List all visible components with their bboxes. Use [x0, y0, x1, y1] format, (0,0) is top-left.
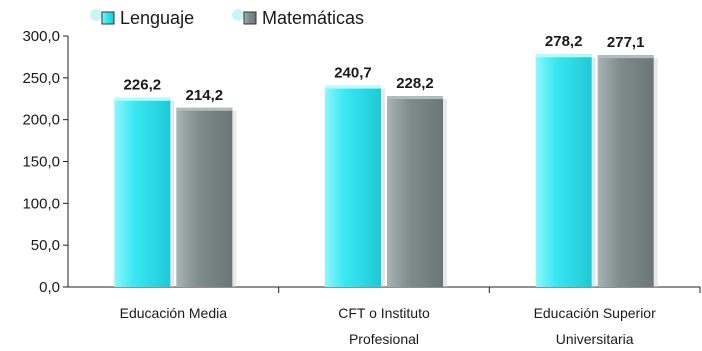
y-tick-label: 150,0	[22, 154, 60, 171]
bar-cap	[325, 85, 381, 89]
x-category-label: Educación Superior	[534, 305, 657, 321]
y-tick-label: 100,0	[22, 195, 60, 212]
data-label: 278,2	[545, 33, 583, 50]
legend-swatch	[243, 11, 257, 25]
bar-matematicas-2	[387, 96, 443, 288]
legend-item-lenguaje: Lenguaje	[90, 8, 194, 28]
bar-lenguaje-3	[535, 54, 592, 287]
x-category-label: Profesional	[349, 331, 419, 347]
bar-cap	[535, 54, 592, 58]
legend-swatch	[101, 11, 115, 25]
data-label: 277,1	[607, 34, 645, 51]
y-tick-label: 300,0	[22, 28, 60, 45]
bar-cap	[176, 107, 233, 111]
legend-glow	[232, 9, 244, 21]
bar-lenguaje-1	[114, 97, 171, 287]
y-tick-label: 0,0	[39, 279, 60, 296]
x-category-label: CFT o Instituto	[338, 305, 430, 321]
y-tick-label: 200,0	[22, 112, 60, 129]
y-tick-label: 50,0	[31, 237, 60, 254]
bar-cap	[387, 96, 443, 100]
x-category-label: Universitaria	[556, 331, 634, 347]
legend-label: Lenguaje	[120, 8, 194, 28]
data-label: 228,2	[396, 75, 434, 92]
data-label: 240,7	[334, 65, 372, 82]
bar-lenguaje-2	[325, 85, 381, 287]
legend-glow	[90, 9, 102, 21]
bar-matematicas-1	[176, 107, 233, 287]
data-label: 226,2	[124, 77, 162, 94]
data-label: 214,2	[186, 87, 224, 104]
bar-matematicas-3	[597, 55, 654, 287]
legend-item-matematicas: Matemáticas	[232, 8, 364, 28]
bar-cap	[114, 97, 171, 101]
x-category-label: Educación Media	[120, 305, 228, 321]
legend-label: Matemáticas	[262, 8, 364, 28]
y-tick-label: 250,0	[22, 70, 60, 87]
bar-cap	[597, 55, 654, 59]
